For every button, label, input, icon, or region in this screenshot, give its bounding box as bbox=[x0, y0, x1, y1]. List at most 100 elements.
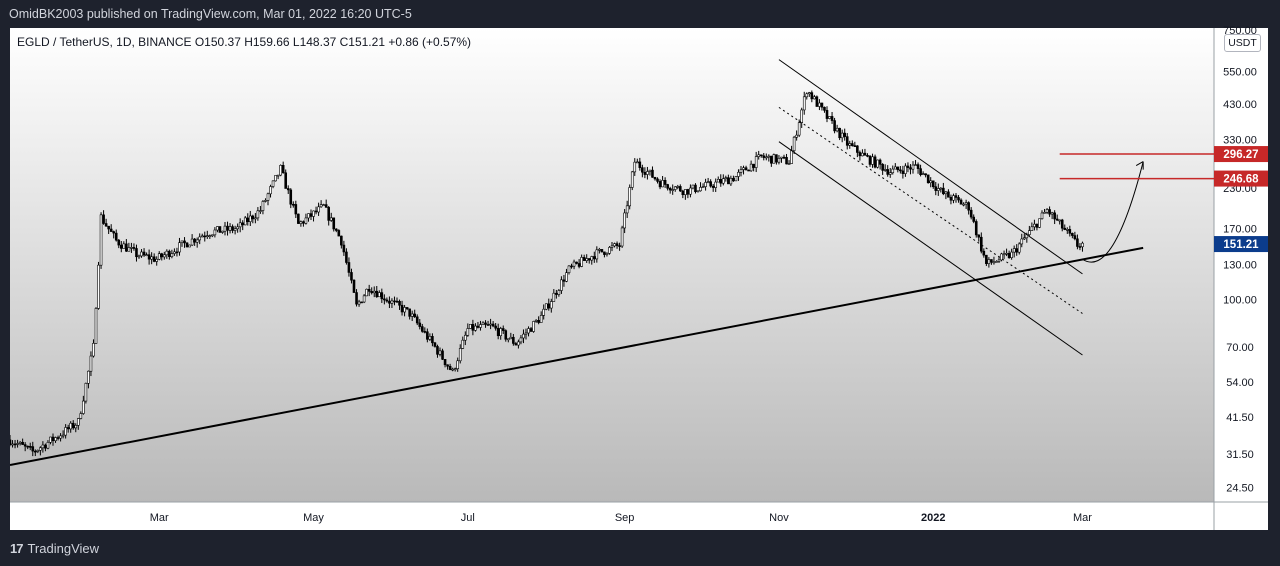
candle-body bbox=[610, 245, 614, 248]
candle-body bbox=[888, 172, 892, 175]
candle-body bbox=[238, 222, 242, 228]
candle-body bbox=[165, 250, 169, 256]
candle-body bbox=[899, 169, 902, 172]
candle-body bbox=[942, 187, 945, 195]
candle-body bbox=[261, 201, 265, 211]
time-tick-label: Mar bbox=[1073, 512, 1092, 524]
candle-body bbox=[319, 204, 323, 208]
candle-body bbox=[527, 328, 530, 334]
projection-arrow bbox=[1082, 161, 1144, 263]
candle-body bbox=[646, 171, 649, 175]
candle-body bbox=[271, 180, 275, 187]
drawings-layer bbox=[10, 59, 1214, 467]
price-tick-label: 31.50 bbox=[1226, 449, 1254, 461]
candle-body bbox=[967, 202, 970, 211]
candle-body bbox=[89, 355, 93, 372]
candle-body bbox=[342, 244, 346, 253]
price-tick-label: 550.00 bbox=[1223, 66, 1257, 78]
candle-body bbox=[79, 413, 83, 419]
candle-body bbox=[461, 339, 465, 349]
candle-body bbox=[947, 191, 950, 198]
candle-body bbox=[1020, 238, 1024, 245]
candle-body bbox=[742, 167, 745, 170]
candle-body bbox=[934, 186, 938, 191]
candle-body bbox=[494, 325, 497, 329]
candle-body bbox=[762, 155, 766, 158]
candle-body bbox=[990, 259, 993, 263]
candle-body bbox=[499, 328, 503, 337]
candle-body bbox=[205, 235, 209, 237]
candle-body bbox=[992, 261, 996, 264]
tradingview-brand: TradingView bbox=[27, 540, 100, 556]
candle-body bbox=[1015, 248, 1019, 253]
candle-body bbox=[1035, 223, 1039, 228]
candle-body bbox=[893, 166, 897, 170]
candle-body bbox=[190, 238, 194, 246]
candle-body bbox=[87, 370, 90, 384]
candle-body bbox=[570, 265, 573, 268]
candle-body bbox=[815, 96, 819, 107]
candle-body bbox=[221, 230, 224, 233]
candle-body bbox=[1078, 246, 1082, 248]
candle-body bbox=[911, 164, 915, 170]
candle-body bbox=[506, 338, 510, 341]
currency-unit-button[interactable]: USDT bbox=[1224, 34, 1261, 52]
candle-body bbox=[388, 300, 391, 304]
candle-body bbox=[772, 154, 776, 164]
candle-body bbox=[995, 261, 998, 263]
candle-body bbox=[952, 195, 955, 201]
candle-body bbox=[451, 368, 454, 371]
candlestick-series bbox=[10, 90, 1084, 457]
tradingview-logo[interactable]: 17 TradingView bbox=[10, 540, 99, 556]
candle-body bbox=[734, 176, 738, 182]
candle-body bbox=[969, 209, 973, 218]
candle-body bbox=[362, 295, 366, 303]
candle-body bbox=[560, 279, 563, 291]
price-tick-label: 330.00 bbox=[1223, 135, 1257, 147]
candle-body bbox=[1002, 253, 1006, 256]
candle-body bbox=[299, 221, 303, 224]
candle-body bbox=[590, 256, 594, 261]
candle-body bbox=[744, 167, 748, 171]
candle-body bbox=[248, 215, 252, 223]
candle-body bbox=[150, 256, 153, 260]
candle-body bbox=[944, 191, 948, 195]
candle-body bbox=[782, 156, 786, 159]
candle-body bbox=[246, 217, 250, 223]
plot-area[interactable] bbox=[10, 28, 1214, 502]
candle-body bbox=[251, 215, 255, 220]
candle-body bbox=[906, 165, 910, 168]
candle-body bbox=[453, 368, 457, 371]
candle-body bbox=[957, 197, 960, 201]
price-tick-label: 750.00 bbox=[1223, 25, 1257, 37]
candle-body bbox=[36, 449, 40, 452]
candle-body bbox=[443, 359, 447, 366]
candle-body bbox=[856, 145, 859, 153]
candle-body bbox=[1045, 209, 1049, 213]
candle-body bbox=[76, 418, 80, 426]
candle-body bbox=[223, 225, 227, 232]
candle-body bbox=[785, 157, 788, 165]
candle-body bbox=[936, 188, 940, 191]
candle-body bbox=[792, 136, 796, 152]
candle-body bbox=[575, 261, 578, 264]
symbol-legend: EGLD / TetherUS, 1D, BINANCE O150.37 H15… bbox=[17, 35, 472, 49]
candle-body bbox=[41, 444, 45, 449]
price-axis-pane[interactable] bbox=[1214, 28, 1268, 502]
time-axis-pane[interactable] bbox=[10, 502, 1214, 530]
candle-body bbox=[868, 155, 872, 165]
candle-body bbox=[469, 324, 472, 329]
candle-body bbox=[691, 184, 695, 189]
candle-body bbox=[1060, 219, 1064, 229]
candle-body bbox=[46, 442, 50, 449]
candle-body bbox=[69, 422, 73, 430]
price-tick-label: 70.00 bbox=[1226, 342, 1254, 354]
candle-body bbox=[512, 336, 515, 344]
candle-body bbox=[372, 290, 376, 294]
candle-body bbox=[385, 299, 389, 302]
candle-body bbox=[954, 195, 958, 198]
candle-body bbox=[1073, 235, 1077, 240]
candle-body bbox=[175, 251, 179, 254]
candle-body bbox=[44, 444, 47, 449]
candle-body bbox=[853, 145, 857, 147]
